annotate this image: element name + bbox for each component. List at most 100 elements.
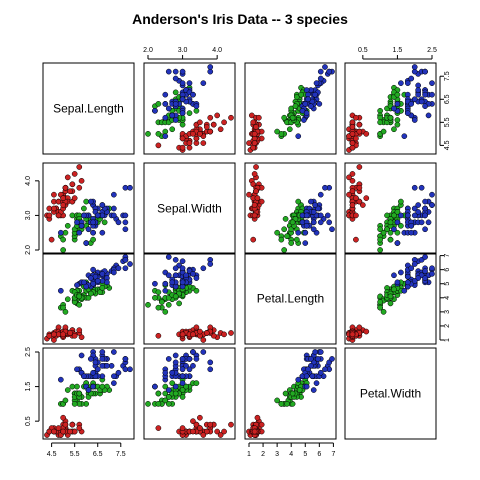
data-point-virginica-29	[179, 380, 186, 386]
data-point-virginica-18	[422, 254, 428, 260]
data-point-virginica-9	[317, 191, 324, 198]
data-point-setosa-49	[190, 428, 196, 435]
data-point-virginica-47	[305, 366, 311, 373]
data-point-virginica-25	[404, 80, 411, 86]
data-point-setosa-23	[190, 418, 196, 425]
data-point-versicolor-33	[169, 380, 176, 386]
data-point-virginica-44	[312, 349, 318, 355]
data-point-versicolor-37	[293, 236, 300, 243]
data-point-virginica-29	[111, 269, 117, 276]
x-tick-label-1-2: 4.0	[212, 47, 222, 54]
data-point-setosa-43	[363, 195, 370, 201]
data-point-versicolor-14	[282, 390, 289, 397]
data-point-setosa-48	[67, 428, 73, 435]
data-point-virginica-17	[418, 184, 425, 191]
data-point-setosa-49	[251, 131, 258, 137]
data-point-virginica-35	[122, 356, 129, 362]
data-point-setosa-41	[155, 332, 162, 339]
x-tick-label-2-5: 6	[317, 451, 321, 458]
data-point-virginica-33	[90, 383, 96, 390]
data-point-versicolor-48	[380, 229, 387, 236]
data-point-virginica-37	[404, 273, 411, 280]
data-point-virginica-34	[85, 387, 92, 393]
data-point-virginica-39	[415, 209, 422, 215]
data-point-virginica-47	[411, 212, 418, 219]
data-point-versicolor-36	[183, 383, 189, 390]
data-point-virginica-48	[193, 275, 200, 281]
data-point-setosa-47	[349, 140, 356, 146]
data-point-virginica-44	[312, 91, 318, 98]
data-point-setosa-31	[193, 421, 200, 428]
data-point-virginica-6	[401, 133, 408, 140]
data-point-setosa-43	[197, 414, 203, 421]
data-point-versicolor-48	[274, 397, 280, 404]
data-point-versicolor-41	[296, 387, 303, 393]
data-point-versicolor-36	[99, 383, 106, 390]
y-tick-label-2-1: 2	[444, 324, 451, 328]
panel-2-3	[344, 252, 437, 345]
data-point-setosa-43	[197, 131, 203, 137]
data-point-virginica-32	[418, 219, 425, 226]
data-point-virginica-42	[303, 222, 310, 229]
data-point-virginica-47	[94, 212, 101, 219]
data-point-setosa-49	[349, 202, 356, 208]
data-point-virginica-45	[422, 91, 428, 98]
data-point-versicolor-43	[377, 304, 383, 311]
data-point-virginica-46	[90, 229, 96, 236]
y-tick-label-2-2: 3	[444, 310, 451, 314]
data-point-setosa-18	[76, 425, 83, 431]
data-point-virginica-13	[76, 229, 83, 236]
data-point-setosa-47	[186, 140, 193, 146]
data-point-setosa-18	[353, 114, 359, 121]
data-point-versicolor-42	[384, 226, 390, 233]
data-point-virginica-44	[190, 349, 196, 355]
data-point-virginica-32	[418, 98, 425, 105]
data-point-setosa-44	[356, 128, 363, 135]
data-point-versicolor-10	[377, 247, 383, 253]
data-point-versicolor-31	[284, 233, 290, 240]
data-point-virginica-6	[57, 287, 64, 294]
data-point-virginica-6	[401, 287, 408, 294]
data-point-virginica-40	[183, 272, 189, 279]
data-point-versicolor-49	[76, 390, 83, 397]
data-point-setosa-38	[179, 144, 186, 151]
data-point-virginica-9	[111, 191, 117, 198]
data-point-versicolor-31	[377, 299, 383, 305]
data-point-virginica-49	[81, 279, 87, 286]
y-tick-label-0-1: 5.5	[444, 117, 451, 127]
data-point-versicolor-9	[286, 126, 293, 133]
data-point-virginica-49	[81, 373, 87, 380]
data-point-versicolor-36	[298, 91, 304, 98]
data-point-setosa-45	[179, 135, 186, 142]
data-point-virginica-6	[295, 133, 302, 140]
data-point-virginica-6	[295, 376, 302, 383]
chart-title: Anderson's Iris Data -- 3 species	[132, 11, 348, 27]
data-point-setosa-18	[76, 327, 83, 333]
data-point-versicolor-34	[394, 121, 401, 128]
data-point-versicolor-43	[155, 401, 162, 407]
data-point-setosa-43	[363, 328, 370, 335]
data-point-virginica-47	[94, 278, 101, 284]
data-point-setosa-45	[55, 425, 62, 431]
x-tick-label-0-3: 7.5	[116, 451, 126, 458]
data-point-setosa-43	[363, 131, 370, 137]
data-point-virginica-47	[411, 278, 418, 284]
data-point-virginica-30	[317, 75, 324, 82]
data-point-virginica-30	[317, 369, 324, 376]
data-point-virginica-19	[302, 240, 309, 246]
y-tick-label-3-0: 0.5	[25, 416, 32, 426]
data-point-versicolor-36	[394, 91, 401, 98]
data-point-virginica-18	[165, 68, 172, 75]
data-point-virginica-46	[162, 369, 169, 376]
data-point-setosa-15	[76, 164, 83, 170]
data-point-virginica-29	[313, 380, 320, 386]
data-point-virginica-46	[302, 229, 309, 236]
x-tick-label-0-1: 5.5	[70, 451, 80, 458]
data-point-virginica-32	[310, 219, 317, 226]
data-point-setosa-37	[346, 191, 352, 198]
data-point-virginica-46	[162, 101, 169, 107]
data-point-virginica-44	[99, 271, 106, 277]
data-point-virginica-19	[394, 240, 401, 246]
data-point-virginica-49	[81, 212, 87, 219]
data-point-virginica-48	[308, 103, 314, 110]
